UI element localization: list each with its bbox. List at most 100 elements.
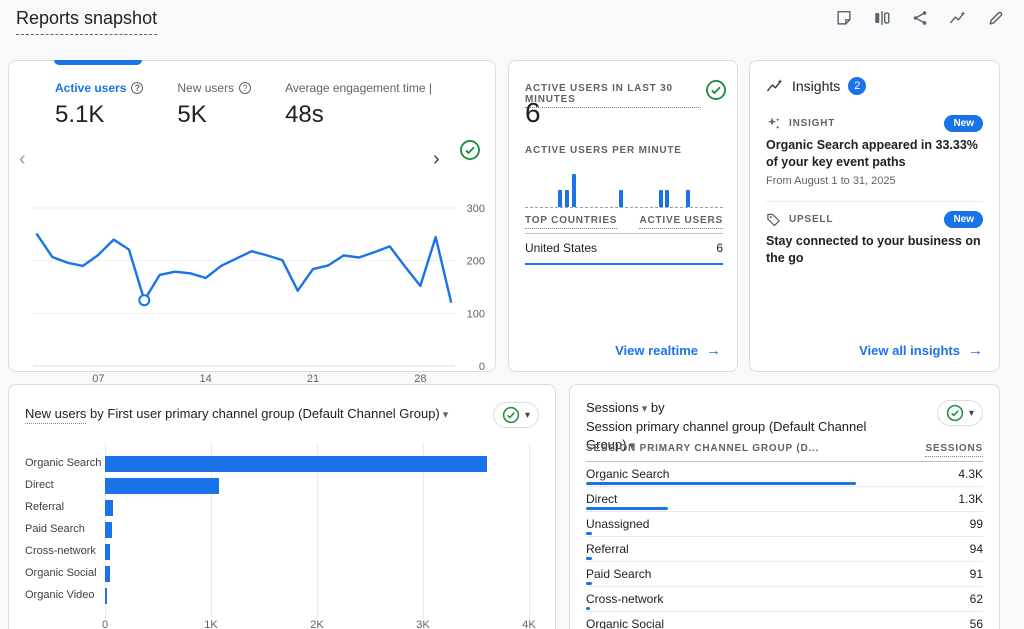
- new-badge: New: [944, 211, 983, 228]
- tag-icon: [767, 213, 780, 227]
- bar-category-label: Organic Video: [25, 589, 95, 601]
- line-chart-svg: 010020030007Sep142128: [33, 203, 485, 398]
- bar-row: Direct: [9, 475, 555, 497]
- page-title: Reports snapshot: [16, 8, 158, 35]
- table-row: Direct 1.3K: [586, 487, 983, 512]
- sessions-card-title: Sessions ▾ by Session primary channel gro…: [586, 399, 915, 455]
- minute-bar: [658, 190, 663, 207]
- insight-type-label: INSIGHT: [789, 118, 836, 129]
- x-axis-tick-label: 2K: [310, 619, 324, 629]
- sessions-column-header[interactable]: SESSIONS: [925, 443, 983, 457]
- upsell-item-header: UPSELL New: [766, 211, 983, 228]
- insights-count-badge: 2: [848, 77, 867, 95]
- svg-text:300: 300: [467, 203, 485, 215]
- edit-icon[interactable]: [984, 6, 1008, 30]
- channel-label: Unassigned: [586, 517, 650, 531]
- channel-label: Cross-network: [586, 592, 664, 606]
- arrow-right-icon: →: [968, 342, 983, 359]
- ab-compare-icon[interactable]: [870, 6, 894, 30]
- divider: [766, 201, 983, 202]
- data-quality-dropdown[interactable]: ▾: [936, 400, 983, 426]
- upsell-text[interactable]: Stay connected to your business on the g…: [766, 234, 981, 265]
- metric-value: 48s: [285, 101, 324, 128]
- dimension-selector[interactable]: by First user primary channel group (Def…: [90, 406, 440, 421]
- insights-header: Insights 2: [766, 77, 867, 95]
- bar-row: Organic Video: [9, 585, 555, 607]
- active-users-line-chart: 010020030007Sep142128: [19, 195, 489, 401]
- insight-text[interactable]: Organic Search appeared in 33.33% of you…: [766, 138, 978, 169]
- view-all-insights-link[interactable]: View all insights →: [859, 342, 983, 359]
- bar-category-label: Referral: [25, 501, 65, 513]
- channel-label: Direct: [586, 492, 618, 506]
- dimension-selector[interactable]: Session primary channel group (Default C…: [586, 419, 867, 452]
- next-metrics-button[interactable]: ›: [433, 148, 440, 170]
- insights-icon[interactable]: [946, 6, 970, 30]
- x-axis-tick-label: 0: [101, 619, 109, 629]
- bar-rows: Organic Search Direct Referral Paid Search C…: [9, 453, 555, 607]
- prev-metrics-button[interactable]: ‹: [19, 148, 26, 170]
- tab-active-users[interactable]: Active users? 5.1K: [55, 81, 144, 129]
- metric-label: Average engagement time |: [285, 81, 433, 95]
- sessions-card: Sessions ▾ by Session primary channel gro…: [569, 384, 1000, 629]
- table-row: Cross-network 62: [586, 587, 983, 612]
- bar-category-label: Direct: [25, 479, 54, 491]
- caret-down-icon: ▾: [524, 409, 530, 421]
- view-realtime-link[interactable]: View realtime →: [615, 342, 721, 359]
- data-quality-check-icon[interactable]: [459, 139, 481, 164]
- country-active-users: 6: [716, 241, 723, 255]
- bar-row: Organic Search: [9, 453, 555, 475]
- note-icon[interactable]: [832, 6, 856, 30]
- metric-value: 5K: [177, 101, 207, 128]
- bar-row: Referral: [9, 497, 555, 519]
- sessions-value: 4.3K: [958, 467, 983, 481]
- sessions-table: Organic Search 4.3K Direct 1.3K Unassigned 99…: [586, 461, 983, 629]
- bar: [105, 566, 110, 582]
- dimension-column-header: SESSION PRIMARY CHANNEL GROUP (D...: [586, 443, 820, 454]
- tab-average-engagement-time[interactable]: Average engagement time | 48s: [285, 81, 435, 129]
- bar: [105, 500, 113, 516]
- share-icon[interactable]: [908, 6, 932, 30]
- channel-label: Referral: [586, 542, 629, 556]
- new-users-card: New users by First user primary channel …: [8, 384, 556, 629]
- x-axis-tick-label: 3K: [416, 619, 430, 629]
- data-quality-dropdown[interactable]: ▾: [492, 402, 539, 428]
- new-users-bar-chart: 0 1K 2K 3K 4K Organic Search Direct Referral Pai…: [9, 441, 555, 629]
- metric-label: Active users: [55, 81, 127, 95]
- bar: [105, 588, 107, 604]
- upsell-type-label: UPSELL: [789, 214, 834, 225]
- header-toolbar: [832, 6, 1008, 30]
- active-users-30min-value: 6: [525, 97, 541, 128]
- svg-text:100: 100: [467, 308, 485, 320]
- insights-card: Insights 2 INSIGHT New Organic Search ap…: [749, 60, 1000, 372]
- metric-selector[interactable]: New users: [25, 406, 87, 424]
- minute-bar: [558, 190, 563, 207]
- metric-value: 5.1K: [55, 101, 105, 128]
- title-by: by: [650, 400, 665, 415]
- tab-new-users[interactable]: New users? 5K: [177, 81, 252, 129]
- sessions-value: 94: [969, 542, 983, 556]
- help-icon[interactable]: ?: [131, 82, 144, 94]
- minute-bar: [665, 190, 670, 207]
- bar: [105, 544, 111, 560]
- table-row: Referral 94: [586, 537, 983, 562]
- insight-date-range: From August 1 to 31, 2025: [766, 175, 896, 187]
- help-icon[interactable]: ?: [239, 82, 252, 94]
- metric-selector[interactable]: Sessions: [586, 400, 639, 415]
- svg-text:200: 200: [467, 256, 485, 268]
- check-circle-icon: [946, 404, 964, 422]
- bar: [105, 478, 220, 494]
- new-users-card-title: New users by First user primary channel …: [25, 406, 471, 424]
- svg-text:14: 14: [200, 373, 212, 385]
- svg-text:21: 21: [307, 373, 319, 385]
- channel-label: Paid Search: [586, 567, 652, 581]
- arrow-right-icon: →: [706, 342, 721, 359]
- metrics-overview-card: ‹ Active users? 5.1K New users? 5K Avera…: [8, 60, 496, 398]
- bar-row: Paid Search: [9, 519, 555, 541]
- active-users-per-minute-chart: [525, 161, 723, 207]
- bar-category-label: Cross-network: [25, 545, 96, 557]
- table-row: Unassigned 99: [586, 512, 983, 537]
- sparkle-icon: [767, 117, 780, 130]
- data-quality-check-icon[interactable]: [705, 79, 727, 104]
- bar-category-label: Organic Social: [25, 567, 97, 579]
